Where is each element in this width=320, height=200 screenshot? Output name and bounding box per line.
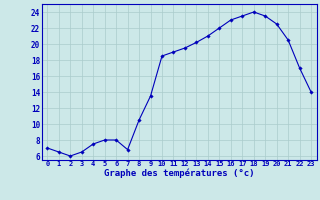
X-axis label: Graphe des températures (°c): Graphe des températures (°c) — [104, 169, 254, 178]
